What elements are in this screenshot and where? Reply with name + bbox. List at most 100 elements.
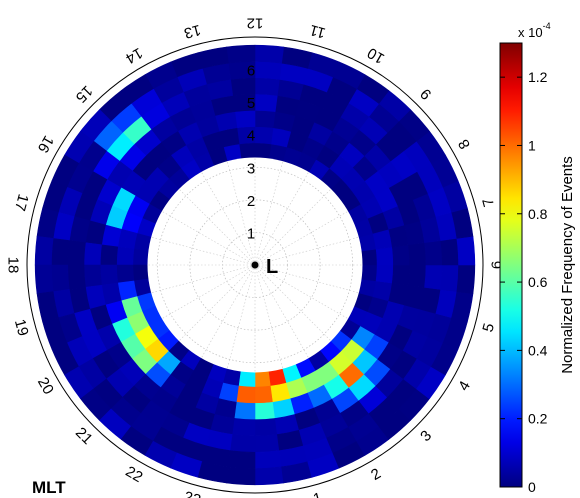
mlt-hour-label: 16 [34,133,57,156]
l-ring [156,166,354,364]
heatmap-bin [254,61,282,80]
colorbar-fill [499,42,523,488]
l-tick-label: 6 [247,63,255,80]
heatmap-bin [254,93,278,112]
colorbar-tick-label: 1 [528,137,536,153]
l-ring [189,199,321,331]
center-marker-label: L [266,256,278,278]
colorbar-multiplier: x 10 [518,25,543,40]
heatmap-bin [234,109,256,129]
colorbar-ticks: 0 0.2 0.4 0.6 0.8 1 1.2 [500,69,548,495]
colorbar-exponent: -4 [543,21,551,31]
center-marker [251,261,259,269]
heatmap-bin [67,264,86,290]
heatmap-bin [440,238,459,266]
mlt-hour-label: 12 [247,15,264,32]
colorbar-tick-label: 0 [528,479,536,495]
mlt-hour-label: 14 [123,44,146,67]
heatmap-bin [254,466,285,486]
mlt-hour-label: 3 [417,427,435,445]
colorbar-tick-label: 0.4 [528,342,548,358]
colorbar-tick-label: 0.2 [528,411,548,427]
mlt-spoke [151,236,256,266]
mlt-hour-label: 13 [182,21,203,42]
heatmap-bin [236,385,256,404]
mlt-spoke [254,264,284,369]
mlt-hour-label: 2 [368,465,384,484]
heatmap-bin [34,264,54,295]
mlt-hour-label: 11 [308,21,327,41]
heatmap-bin [254,418,278,437]
heatmap-bin [116,246,135,266]
mlt-spoke [161,210,256,266]
svg-text:x 10-4: x 10-4 [518,21,551,40]
heatmap-bin [51,264,70,292]
mlt-spoke [254,264,359,294]
heatmap-bin [408,264,427,288]
mlt-hour-label: 22 [123,463,146,486]
mlt-hour-label: 23 [182,488,203,498]
mlt-spoke [254,264,310,359]
mlt-hour-label: 18 [5,257,22,274]
heatmap-bin [254,401,276,421]
heatmap-bin [359,264,378,282]
heatmap-bin [359,248,378,266]
heatmap-bin [116,264,135,284]
mlt-spoke [151,264,256,294]
l-tick-label: 2 [247,193,255,210]
mlt-hour-label: 19 [11,317,32,338]
mlt-hour-label: 1 [311,489,323,498]
heatmap-bin [254,44,285,64]
heatmap-bins [34,44,476,486]
mlt-hour-label: 5 [479,321,498,333]
heatmap-bin [83,242,102,266]
mlt-hour-label: 10 [365,44,388,67]
mlt-hour-label: 17 [11,192,32,213]
heatmap-bin [230,77,256,96]
heatmap-bin [225,44,256,64]
heatmap-bin [132,248,151,266]
heatmap-bin [238,142,256,161]
heatmap-bin [234,401,256,421]
colorbar-label: Normalized Frequency of Events [559,156,576,374]
mlt-spoke [178,188,256,266]
mlt-spoke [178,264,256,342]
colorbar-tick-label: 0.6 [528,274,548,290]
mlt-spoke [254,171,310,266]
outer-ring [26,36,484,494]
heatmap-bin [238,369,256,388]
heatmap-bin [254,142,272,161]
mlt-hour-label: 20 [34,375,57,398]
mlt-spoke [254,264,332,342]
heatmap-bin [51,238,70,266]
heatmap-bin [391,264,411,286]
heatmap-bin [254,385,274,404]
mlt-spoke [254,161,284,266]
heatmap-bin [391,244,411,266]
mlt-spoke [226,264,256,369]
mlt-hour-label: 7 [479,196,498,208]
mlt-spoke [254,188,332,266]
mlt-spoke [161,264,256,320]
heatmap-bin [456,264,476,295]
heatmap-bin [375,264,394,284]
mlt-spoke [226,161,256,266]
heatmap-bin [67,240,86,266]
heatmap-bin [228,450,256,469]
heatmap-bin [424,240,443,266]
heatmap-bin [230,434,256,453]
heatmap-bin [456,235,476,266]
l-tick-label: 5 [247,95,255,112]
mlt-spoke [200,171,256,266]
corner-label-mlt: MLT [32,478,66,497]
heatmap-bin [34,235,54,266]
heatmap-bin [408,242,427,266]
mlt-spoke [254,236,359,266]
heatmap-bin [232,418,256,437]
mlt-spoke [254,210,349,266]
heatmap-bin [225,466,256,486]
heatmap-bin [375,246,394,266]
heatmap-bin [254,126,274,145]
mlt-spoke [254,264,349,320]
l-tick-label: 4 [247,128,255,145]
